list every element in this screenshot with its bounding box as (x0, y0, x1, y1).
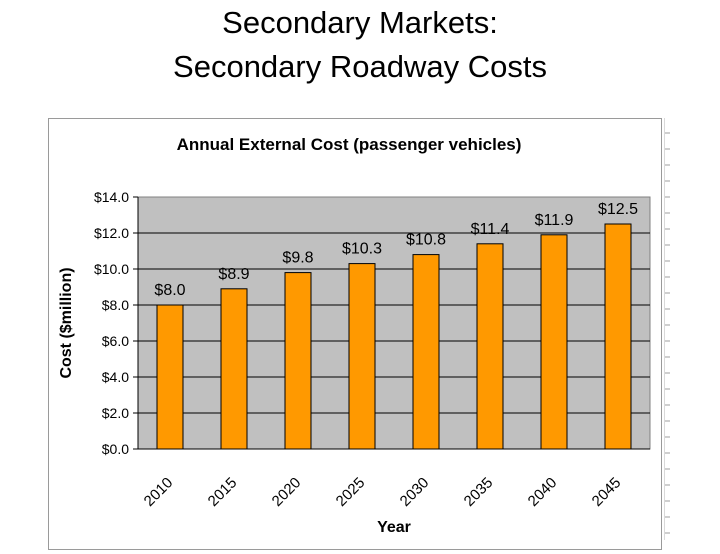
y-axis-label: Cost ($million) (58, 267, 75, 378)
y-tick-label: $10.0 (94, 261, 129, 277)
data-label: $10.3 (342, 241, 382, 258)
y-tick-label: $14.0 (94, 189, 129, 205)
y-tick-label: $6.0 (102, 333, 129, 349)
y-tick-label: $4.0 (102, 369, 129, 385)
bar-chart: Annual External Cost (passenger vehicles… (58, 135, 651, 536)
data-label: $8.9 (218, 266, 249, 283)
data-label: $9.8 (282, 250, 313, 267)
bar (476, 243, 504, 450)
x-axis-label: Year (377, 519, 411, 536)
y-tick-label: $0.0 (102, 441, 129, 457)
x-tick-label: 2040 (525, 474, 561, 510)
bar (540, 234, 568, 450)
slide-title-line-1: Secondary Markets: (222, 5, 498, 40)
data-label: $10.8 (406, 232, 446, 249)
y-tick-label: $2.0 (102, 405, 129, 421)
x-tick-label: 2035 (461, 474, 497, 510)
y-tick-label: $8.0 (102, 297, 129, 313)
x-tick-label: 2015 (205, 474, 241, 510)
bar (220, 288, 248, 450)
slide-edge-strip (664, 118, 670, 540)
x-tick-label: 2010 (141, 474, 177, 510)
data-label: $11.4 (471, 221, 510, 238)
bar (156, 304, 184, 450)
plot-area (137, 196, 651, 450)
data-label: $11.9 (535, 212, 574, 229)
y-tick-label: $12.0 (94, 225, 129, 241)
x-tick-label: 2025 (333, 474, 369, 510)
x-tick-label: 2020 (269, 474, 305, 510)
bar (284, 272, 312, 450)
bar (604, 223, 632, 450)
bar (412, 254, 440, 450)
chart-frame: Annual External Cost (passenger vehicles… (48, 118, 662, 550)
slide-title-line-2: Secondary Roadway Costs (173, 49, 547, 84)
chart-title: Annual External Cost (passenger vehicles… (177, 135, 522, 154)
bar (348, 263, 376, 450)
data-label: $12.5 (598, 201, 638, 218)
x-tick-label: 2045 (589, 474, 625, 510)
data-label: $8.0 (154, 282, 185, 299)
x-tick-label: 2030 (397, 474, 433, 510)
